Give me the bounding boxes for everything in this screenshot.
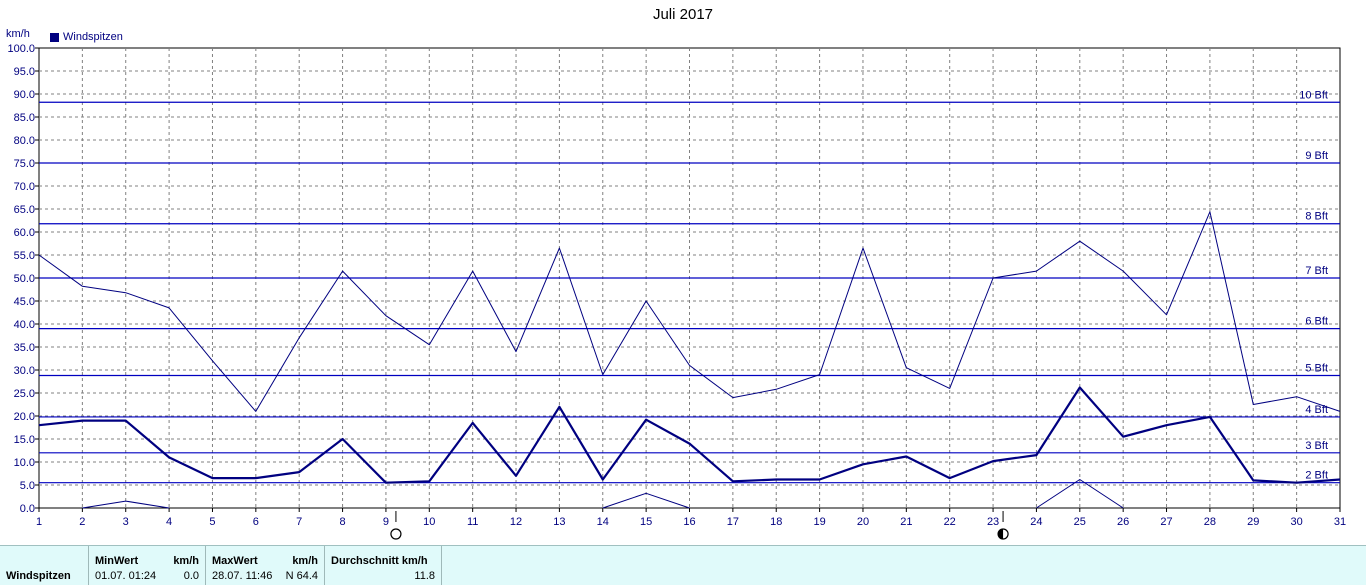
series-line [38,386,1341,484]
y-tick-label: 60.0 [14,227,35,239]
stats-max-cell: MaxWert km/h 28.07. 11:46 N 64.4 [206,546,325,585]
y-tick-label: 15.0 [14,434,35,446]
y-tick-label: 20.0 [14,411,35,423]
stats-max-time: 28.07. 11:46 [212,570,273,582]
beaufort-label: 8 Bft [1305,211,1328,223]
x-tick-label: 4 [166,516,172,528]
series-line [1036,479,1124,509]
y-tick-label: 25.0 [14,388,35,400]
x-tick-label: 21 [900,516,912,528]
legend: Windspitzen [50,31,123,43]
full-moon-icon [390,528,402,540]
y-tick-label: 90.0 [14,89,35,101]
x-tick-label: 24 [1030,516,1042,528]
series-line [82,500,170,509]
stats-row-label-cell: Windspitzen [0,546,89,585]
beaufort-label: 6 Bft [1305,316,1328,328]
y-tick-label: 30.0 [14,365,35,377]
x-tick-label: 2 [79,516,85,528]
x-tick-label: 22 [944,516,956,528]
legend-swatch [50,32,59,42]
y-tick-label: 0.0 [20,503,35,515]
x-tick-label: 28 [1204,516,1216,528]
x-tick-label: 14 [597,516,609,528]
x-tick-label: 11 [467,516,478,528]
x-tick-label: 23 [987,516,999,528]
chart-title: Juli 2017 [652,6,714,23]
y-tick-label: 95.0 [14,66,35,78]
x-tick-label: 3 [123,516,129,528]
y-tick-label: 10.0 [14,457,35,469]
x-tick-label: 18 [770,516,782,528]
new-moon-shade [998,529,1004,539]
stats-max-header: MaxWert [212,555,258,567]
x-tick-label: 6 [253,516,259,528]
y-tick-label: 85.0 [14,112,35,124]
stats-min-time: 01.07. 01:24 [95,570,157,582]
y-tick-label: 65.0 [14,204,35,216]
stats-row-label: Windspitzen [6,570,71,582]
y-tick-label: 50.0 [14,273,35,285]
x-tick-label: 20 [857,516,869,528]
x-tick-label: 27 [1160,516,1172,528]
y-tick-label: 75.0 [14,158,35,170]
x-tick-label: 10 [423,516,435,528]
y-tick-label: 70.0 [14,181,35,193]
x-tick-label: 5 [209,516,215,528]
stats-max-unit: km/h [292,555,318,567]
x-tick-label: 9 [383,516,389,528]
x-tick-label: 12 [510,516,522,528]
y-tick-label: 55.0 [14,250,35,262]
beaufort-label: 5 Bft [1305,363,1328,375]
stats-avg-cell: Durchschnitt km/h 11.8 [325,546,442,585]
stats-min-cell: MinWert km/h 01.07. 01:24 0.0 [89,546,206,585]
x-tick-label: 1 [36,516,42,528]
x-tick-label: 13 [553,516,565,528]
series-line [38,211,1341,412]
y-tick-label: 100.0 [7,43,35,55]
y-tick-label: 35.0 [14,342,35,354]
beaufort-label: 3 Bft [1305,440,1328,452]
stats-avg-value: 11.8 [414,570,435,582]
beaufort-label: 4 Bft [1305,404,1328,416]
y-tick-label: 40.0 [14,319,35,331]
x-tick-label: 26 [1117,516,1129,528]
x-tick-label: 15 [640,516,652,528]
y-axis-unit: km/h [6,28,30,40]
beaufort-label: 10 Bft [1299,89,1328,101]
x-tick-label: 29 [1247,516,1259,528]
x-tick-label: 19 [813,516,825,528]
y-tick-label: 80.0 [14,135,35,147]
beaufort-label: 2 Bft [1305,470,1328,482]
x-tick-label: 25 [1074,516,1086,528]
stats-min-value: 0.0 [183,570,199,582]
stats-max-value: N 64.4 [285,570,318,582]
stats-avg-header: Durchschnitt km/h [331,555,428,567]
stats-min-unit: km/h [173,555,199,567]
stats-panel: Windspitzen MinWert km/h 01.07. 01:24 0.… [0,545,1366,585]
x-tick-label: 7 [296,516,302,528]
y-tick-label: 5.0 [20,480,35,492]
beaufort-label: 9 Bft [1305,150,1328,162]
y-tick-label: 45.0 [14,296,35,308]
x-tick-label: 17 [727,516,739,528]
stats-min-header: MinWert [95,555,139,567]
x-tick-label: 16 [683,516,695,528]
series-line [602,492,690,509]
wind-chart: 0.0 5.0 10.0 15.0 20.0 25.0 30.0 35.0 40.0 45.0 50… [7,43,1346,540]
x-tick-label: 31 [1334,516,1346,528]
x-tick-label: 30 [1291,516,1303,528]
x-tick-label: 8 [340,516,346,528]
beaufort-label: 7 Bft [1305,265,1328,277]
legend-label: Windspitzen [63,31,123,43]
